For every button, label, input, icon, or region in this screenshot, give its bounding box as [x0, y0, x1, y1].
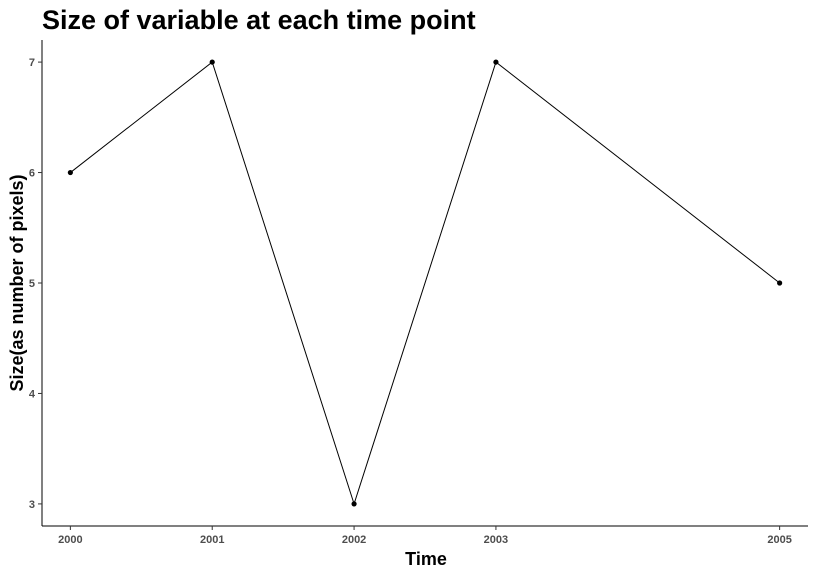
x-tick-label: 2005 — [767, 534, 791, 546]
y-axis-ticks: 3 4 5 6 7 — [29, 57, 42, 511]
x-tick-label: 2000 — [58, 534, 82, 546]
data-point — [67, 169, 73, 176]
x-axis-ticks: 2000 2001 2002 2003 2005 — [58, 526, 792, 546]
data-points — [67, 59, 783, 507]
y-axis-label: Size(as number of pixels) — [7, 174, 27, 391]
x-tick-label: 2001 — [200, 534, 224, 546]
data-point — [351, 501, 357, 507]
y-tick-label: 6 — [29, 168, 35, 180]
x-axis-label: Time — [405, 549, 447, 569]
data-point — [493, 59, 499, 65]
y-tick-label: 3 — [29, 499, 35, 511]
data-point — [777, 280, 783, 286]
y-tick-label: 7 — [29, 57, 35, 69]
plot-area: 3 4 5 6 7 2000 2001 2002 2003 2005 — [29, 40, 808, 546]
y-tick-label: 4 — [29, 388, 36, 400]
x-tick-label: 2002 — [342, 534, 366, 546]
series-line — [70, 61, 780, 506]
chart-title: Size of variable at each time point — [42, 5, 476, 35]
data-point — [209, 59, 215, 65]
y-tick-label: 5 — [29, 278, 35, 290]
x-tick-label: 2003 — [484, 534, 508, 546]
